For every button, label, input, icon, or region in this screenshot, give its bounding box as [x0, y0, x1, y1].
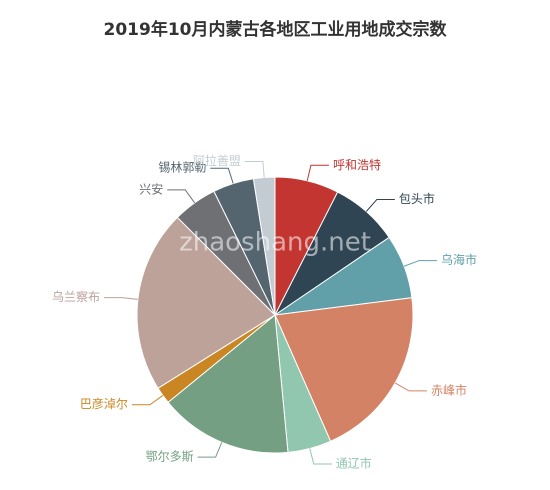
- leader-line: [309, 448, 332, 465]
- leader-line: [131, 395, 164, 406]
- slice-label: 鄂尔多斯: [146, 449, 194, 464]
- slice-label: 乌兰察布: [52, 289, 100, 304]
- leader-line: [244, 160, 265, 178]
- leader-line: [167, 189, 195, 204]
- slice-label: 通辽市: [336, 456, 372, 471]
- leader-line: [210, 167, 234, 184]
- leader-line: [394, 382, 428, 392]
- leader-line: [103, 297, 138, 300]
- slice-label: 包头市: [399, 191, 435, 206]
- leader-line: [403, 260, 438, 267]
- pie-slice: [136, 216, 276, 389]
- leader-line: [306, 164, 329, 181]
- leader-line: [197, 442, 223, 458]
- pie: [136, 176, 414, 454]
- watermark: zhaoshang.net: [179, 228, 371, 258]
- chart-title: 2019年10月内蒙古各地区工业用地成交宗数: [104, 19, 448, 40]
- slice-label: 阿拉善盟: [193, 153, 241, 168]
- slice-label: 兴安: [139, 181, 163, 196]
- slice-label: 巴彦淖尔: [80, 396, 128, 411]
- pie-slice: [274, 297, 414, 442]
- slice-label: 赤峰市: [431, 382, 467, 397]
- slice-label: 锡林郭勒: [158, 160, 206, 175]
- leader-line: [365, 198, 395, 212]
- slice-label: 呼和浩特: [333, 157, 381, 172]
- slice-label: 乌海市: [441, 252, 477, 267]
